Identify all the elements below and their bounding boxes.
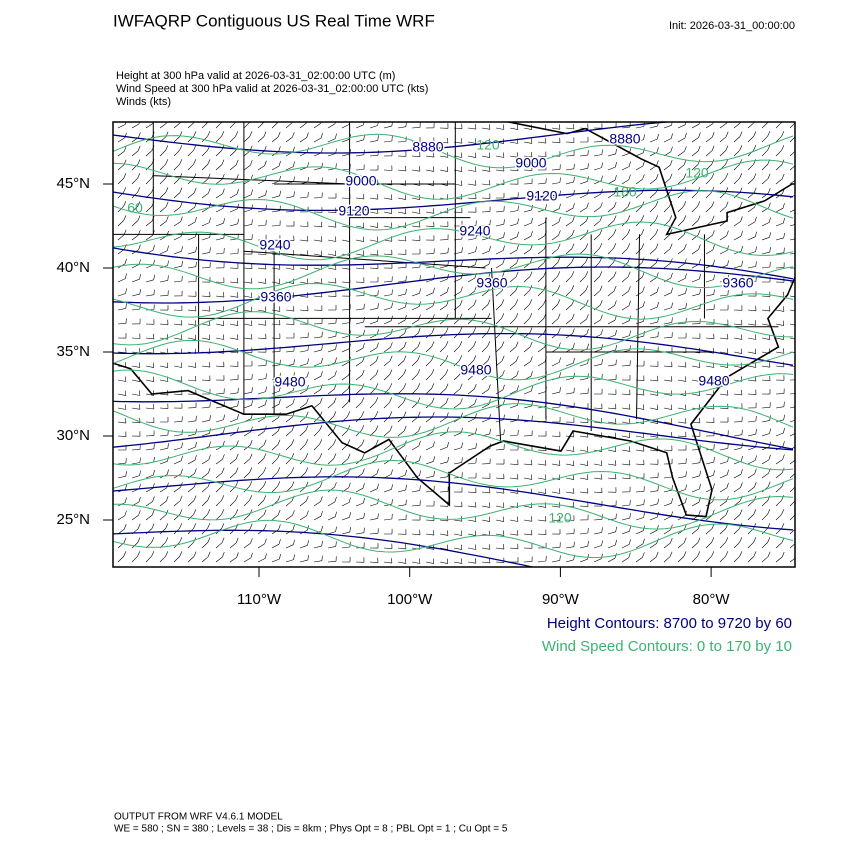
height-label: 9000 bbox=[515, 155, 546, 171]
lat-label: 30°N bbox=[56, 427, 90, 444]
height-label: 9120 bbox=[526, 188, 557, 204]
height-contour bbox=[113, 476, 794, 531]
wind-contour bbox=[113, 459, 794, 501]
lat-label: 25°N bbox=[56, 511, 90, 528]
footer-model: OUTPUT FROM WRF V4.6.1 MODEL bbox=[114, 812, 283, 823]
field-line: Height at 300 hPa valid at 2026-03-31_02… bbox=[116, 70, 395, 82]
lon-label: 90°W bbox=[542, 591, 580, 608]
height-label: 8880 bbox=[412, 139, 443, 155]
legend-height: Height Contours: 8700 to 9720 by 60 bbox=[547, 615, 792, 632]
wind-contour bbox=[113, 369, 794, 410]
lon-label: 100°W bbox=[387, 591, 433, 608]
height-label: 9000 bbox=[345, 173, 376, 189]
wind-contour bbox=[113, 282, 794, 320]
height-label: 9120 bbox=[338, 203, 369, 219]
lat-label: 40°N bbox=[56, 259, 90, 276]
wind-contour bbox=[113, 339, 794, 381]
height-label: 9360 bbox=[476, 275, 507, 291]
height-contour bbox=[113, 266, 794, 304]
height-label: 9240 bbox=[459, 223, 490, 239]
map-area bbox=[113, 122, 795, 567]
height-contour bbox=[113, 189, 794, 212]
height-label: 8880 bbox=[609, 131, 640, 147]
wind-contour bbox=[113, 403, 794, 438]
height-label: 9480 bbox=[460, 362, 491, 378]
height-contour bbox=[113, 247, 794, 280]
lon-label: 80°W bbox=[693, 591, 731, 608]
us-outline bbox=[113, 122, 795, 518]
wind-contour bbox=[113, 253, 794, 290]
wind-contour bbox=[113, 190, 794, 231]
wind-contour bbox=[113, 221, 794, 261]
lat-label: 45°N bbox=[56, 175, 90, 192]
legend-wind: Wind Speed Contours: 0 to 170 by 10 bbox=[542, 638, 792, 655]
wind-contour bbox=[113, 311, 794, 351]
wind-label: 60 bbox=[127, 200, 143, 216]
height-label: 9360 bbox=[722, 275, 753, 291]
wind-label: 180 bbox=[613, 184, 637, 200]
title: IWFAQRP Contiguous US Real Time WRF bbox=[113, 11, 435, 30]
lon-label: 110°W bbox=[237, 591, 282, 608]
wind-label: 120 bbox=[476, 137, 500, 153]
wind-contour bbox=[113, 489, 794, 530]
wind-label: 120 bbox=[548, 510, 572, 526]
map-layers: 8880 8880 9000 9000 9120 9120 9240 9240 9360 9360… bbox=[113, 122, 795, 567]
field-line: Winds (kts) bbox=[116, 96, 171, 108]
map-frame bbox=[112, 121, 796, 568]
wind-contour bbox=[113, 519, 794, 559]
axes: 45°N 40°N 35°N 30°N 25°N 110°W 100°W 90°W 80°W bbox=[56, 175, 730, 608]
field-line: Wind Speed at 300 hPa valid at 2026-03-3… bbox=[116, 83, 428, 95]
height-contour bbox=[113, 122, 674, 154]
height-contour bbox=[113, 393, 794, 450]
footer-settings: WE = 580 ; SN = 380 ; Levels = 38 ; Dis … bbox=[114, 824, 508, 835]
wind-contour bbox=[113, 159, 794, 200]
height-contour bbox=[113, 529, 536, 567]
lat-label: 35°N bbox=[56, 343, 90, 360]
wind-label: 120 bbox=[685, 165, 709, 181]
wind-contour bbox=[113, 133, 794, 169]
height-label: 9480 bbox=[274, 374, 305, 390]
height-label: 9360 bbox=[260, 289, 291, 305]
height-label: 9240 bbox=[259, 237, 290, 253]
height-label: 9480 bbox=[698, 373, 729, 389]
height-contour bbox=[113, 332, 794, 366]
init-time: Init: 2026-03-31_00:00:00 bbox=[669, 20, 795, 32]
height-contour bbox=[113, 416, 794, 451]
wind-contour bbox=[113, 431, 794, 471]
